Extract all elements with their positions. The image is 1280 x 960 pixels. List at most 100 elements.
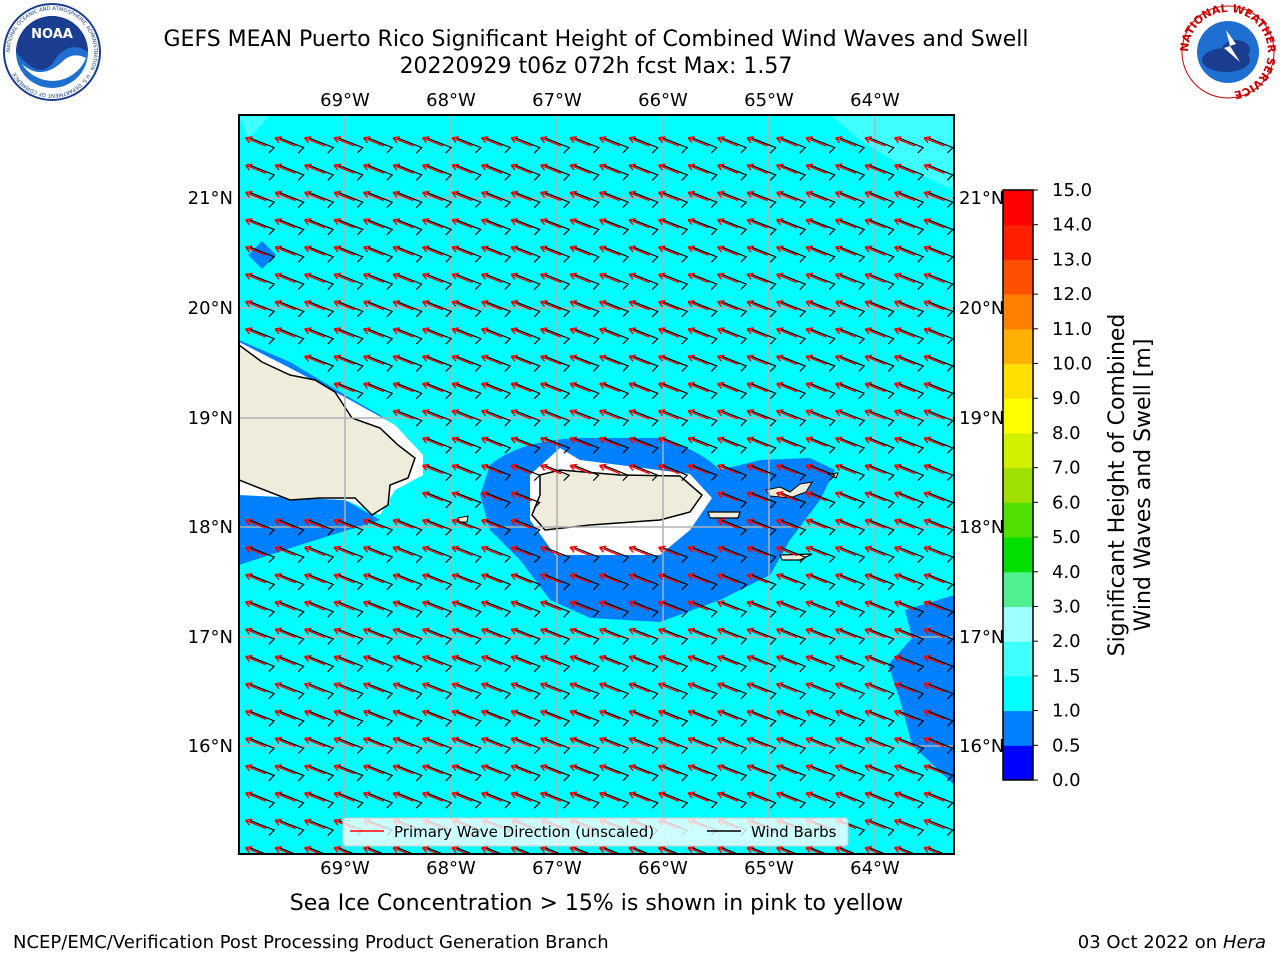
wave-direction-arrow <box>834 572 857 584</box>
wave-direction-arrow <box>303 572 326 584</box>
wave-direction-arrow <box>834 409 857 420</box>
wind-barb <box>662 792 689 809</box>
wave-direction-arrow <box>923 600 945 611</box>
wind-barb <box>249 301 276 318</box>
wind-barb <box>869 301 895 318</box>
wind-barb <box>662 137 689 154</box>
wave-direction-arrow <box>687 654 709 666</box>
wind-barb <box>633 465 659 482</box>
wave-direction-arrow <box>362 627 385 639</box>
wind-barb <box>426 437 453 454</box>
colorbar-segment <box>1003 571 1033 607</box>
wind-barb <box>515 164 541 181</box>
wind-barb <box>898 273 925 290</box>
wind-barb <box>426 328 453 345</box>
wave-direction-arrow <box>451 190 473 202</box>
wave-direction-arrow <box>274 600 296 611</box>
wind-barb <box>456 792 482 809</box>
wave-direction-arrow <box>362 272 385 284</box>
wind-barb <box>249 164 276 181</box>
wind-barb <box>721 192 748 209</box>
wave-direction-arrow <box>805 791 827 802</box>
wind-barb <box>810 628 836 645</box>
wind-barb <box>574 601 600 618</box>
wind-barb <box>544 383 571 400</box>
wave-direction-arrow <box>598 845 618 854</box>
wave-direction-arrow <box>657 436 680 447</box>
wave-direction-arrow <box>421 518 444 529</box>
wind-barb <box>456 437 482 454</box>
wind-barb <box>279 546 305 563</box>
wind-barb <box>869 683 895 700</box>
wind-barb <box>485 765 512 782</box>
wave-direction-arrow <box>805 245 827 256</box>
wind-barb <box>367 738 394 755</box>
wind-barb <box>839 137 866 154</box>
wave-direction-arrow <box>598 136 621 147</box>
wind-barb <box>515 328 541 345</box>
wind-barb <box>338 601 364 618</box>
wave-direction-arrow <box>480 736 503 748</box>
wind-barb <box>397 765 423 782</box>
wind-barb <box>279 765 305 782</box>
wave-direction-arrow <box>834 654 857 666</box>
wave-direction-arrow <box>451 545 473 557</box>
wave-direction-arrow <box>510 163 532 174</box>
colorbar-segment <box>1003 745 1033 781</box>
wind-barb <box>633 192 659 209</box>
wind-barb <box>751 710 777 727</box>
wind-barb <box>367 137 394 154</box>
wind-barb <box>603 219 630 236</box>
wave-direction-arrow <box>893 627 916 639</box>
wind-barb <box>515 492 541 509</box>
wind-barb <box>308 656 335 673</box>
wave-direction-arrow <box>451 272 473 284</box>
wave-direction-arrow <box>333 136 355 147</box>
wind-barb <box>249 328 276 345</box>
wind-barb <box>397 219 423 236</box>
lon-tick-top: 67°W <box>532 90 582 111</box>
wind-barb <box>515 574 541 591</box>
wave-direction-arrow <box>657 845 677 854</box>
wind-barb <box>692 137 718 154</box>
wind-barb <box>367 328 394 345</box>
wind-barb <box>456 328 482 345</box>
wind-barb <box>721 847 740 854</box>
wind-barb <box>515 355 541 372</box>
wind-barb <box>810 328 836 345</box>
wind-barb <box>751 219 777 236</box>
wind-barb <box>869 492 895 509</box>
wave-direction-arrow <box>864 381 886 393</box>
wind-barb <box>898 738 925 755</box>
wind-barb <box>721 328 748 345</box>
wind-barb <box>338 301 364 318</box>
wave-direction-arrow <box>598 572 621 584</box>
wave-direction-arrow <box>303 709 326 720</box>
wind-barb <box>751 328 777 345</box>
wave-direction-arrow <box>893 764 916 775</box>
wind-barb <box>928 656 954 673</box>
wind-barb <box>692 164 718 181</box>
wind-barb <box>898 246 925 263</box>
wave-direction-arrow <box>451 518 473 529</box>
wave-direction-arrow <box>480 299 503 311</box>
wind-barb <box>810 246 836 263</box>
wind-barb <box>721 492 748 509</box>
wave-direction-arrow <box>569 600 591 611</box>
wind-barb <box>928 628 954 645</box>
wave-direction-arrow <box>628 545 650 557</box>
wind-barb <box>721 792 748 809</box>
wind-barb <box>810 710 836 727</box>
wave-direction-arrow <box>421 436 444 447</box>
wind-barb <box>426 246 453 263</box>
wave-direction-arrow <box>687 327 709 338</box>
wave-direction-arrow <box>716 545 739 557</box>
wave-direction-arrow <box>510 572 532 584</box>
wind-barb <box>338 847 356 854</box>
wave-direction-arrow <box>805 163 827 174</box>
wind-barb <box>692 683 718 700</box>
wave-direction-arrow <box>716 409 739 420</box>
wave-direction-arrow <box>775 627 798 639</box>
colorbar-frame <box>1002 189 1034 781</box>
wave-direction-arrow <box>421 491 444 502</box>
